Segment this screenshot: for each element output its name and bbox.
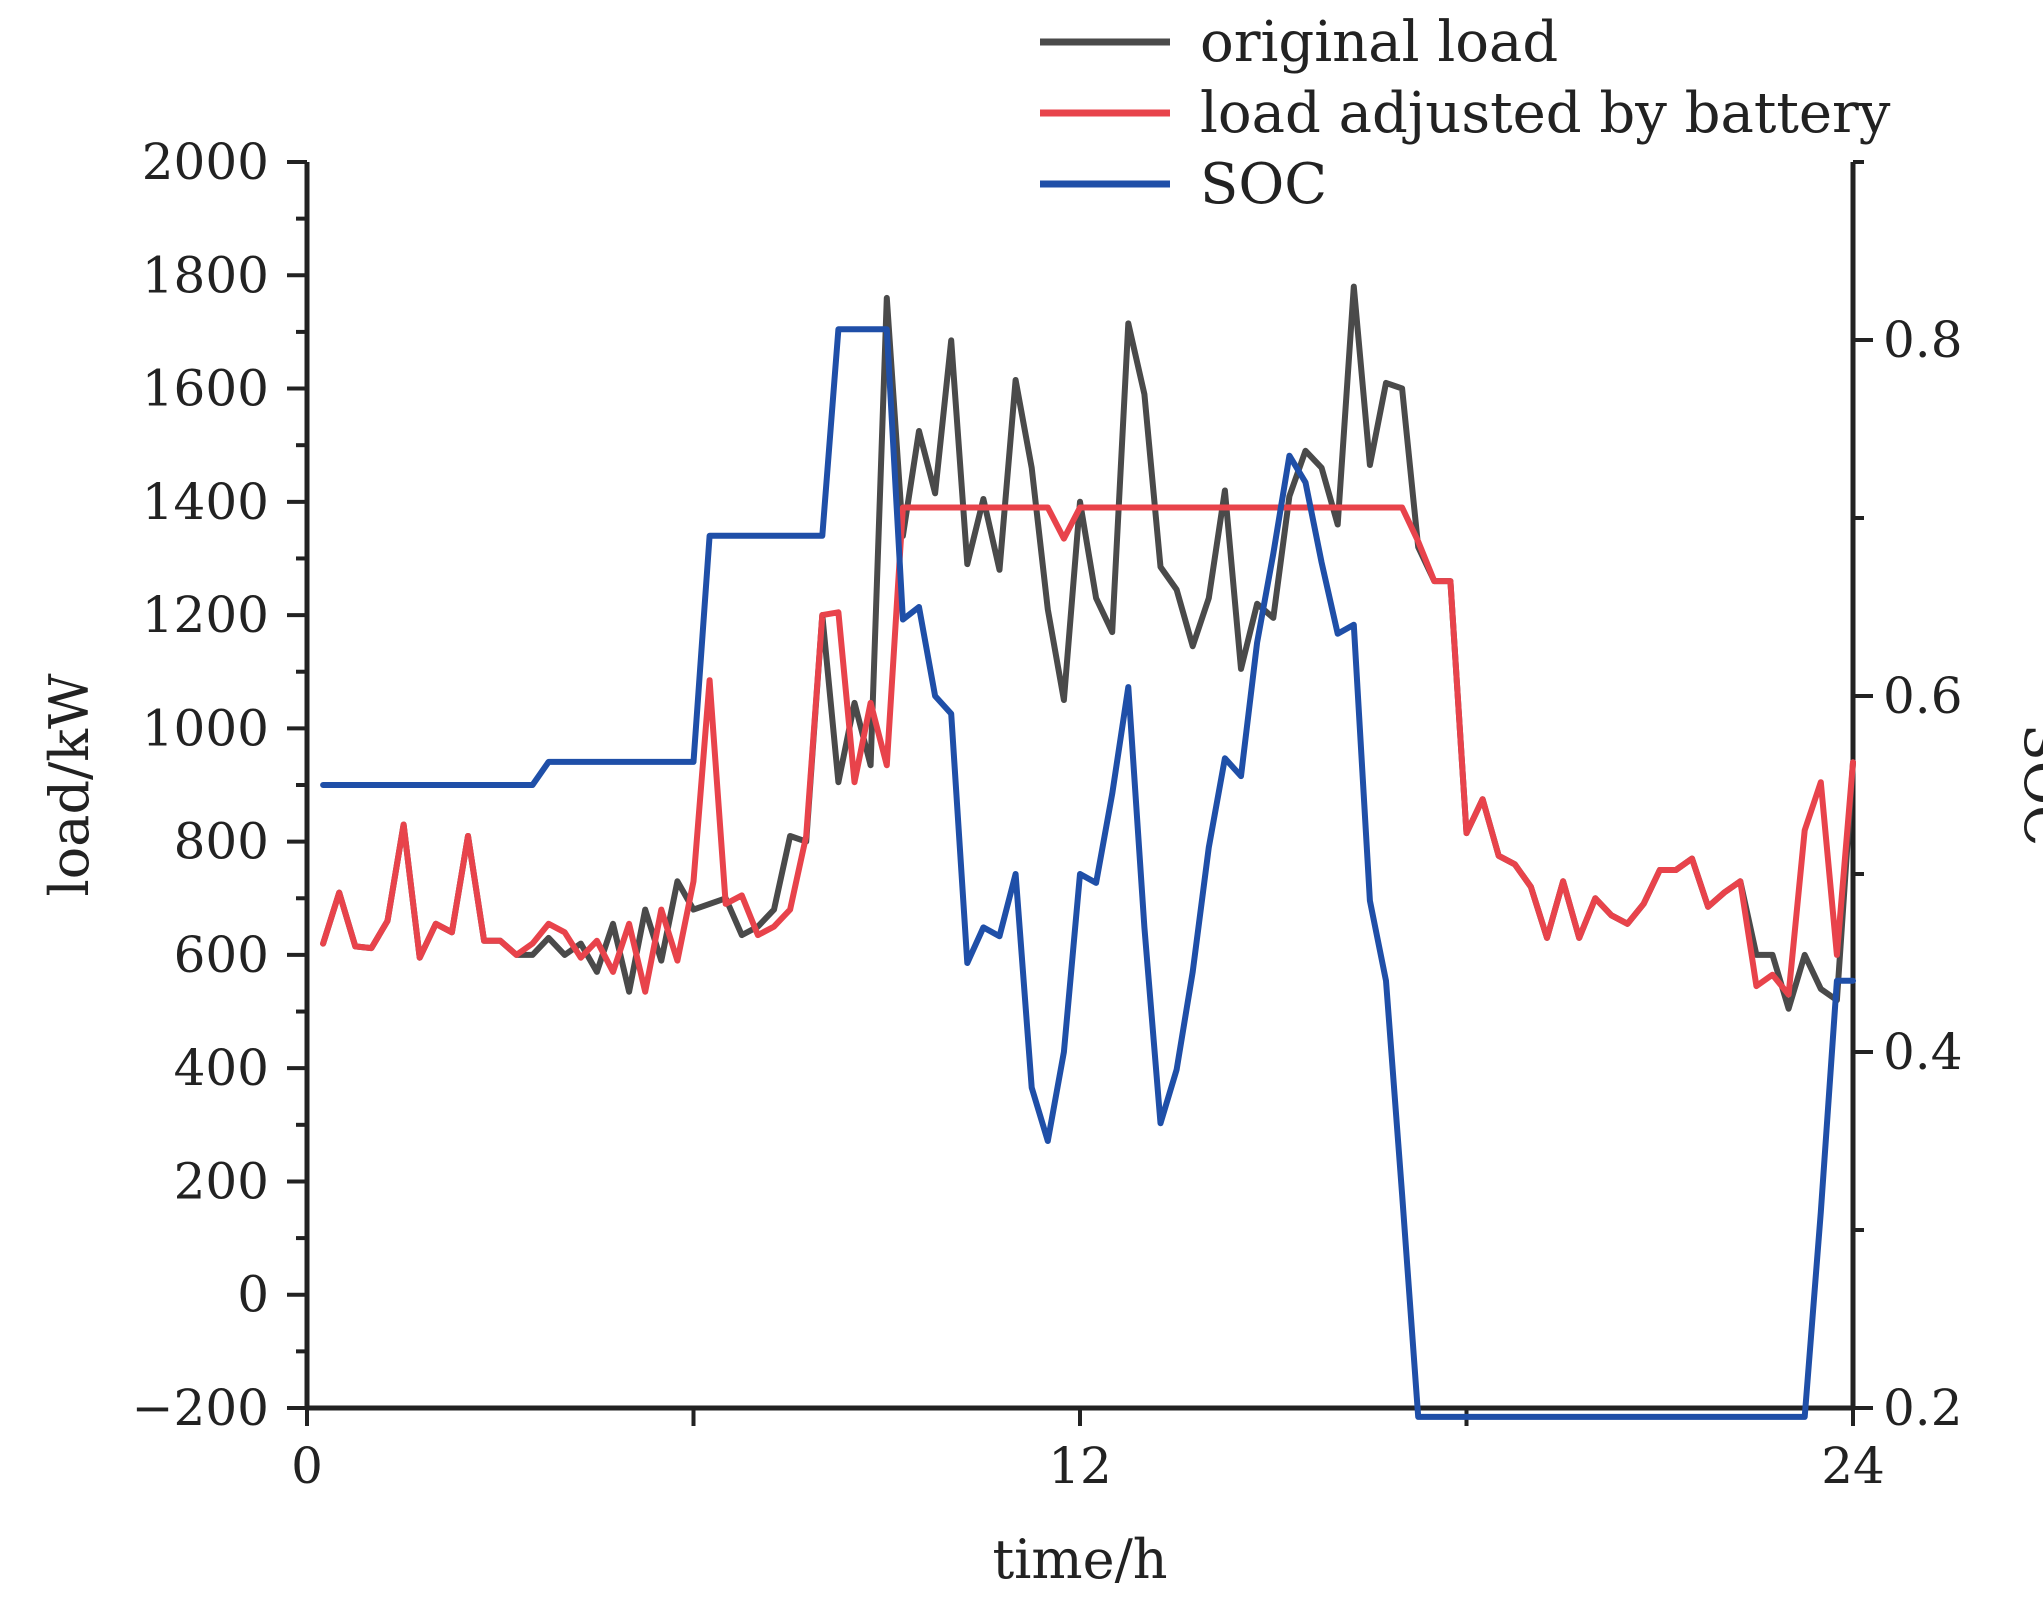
legend-label: original load: [1200, 10, 1558, 75]
y-tick-label: 1200: [142, 586, 269, 644]
y2-tick-label: 0.4: [1883, 1023, 1963, 1081]
x-axis-title: time/h: [992, 1528, 1167, 1591]
y-tick-label: 200: [174, 1152, 269, 1210]
x-tick-label: 0: [291, 1437, 323, 1495]
legend-label: SOC: [1200, 152, 1327, 217]
y2-tick-label: 0.2: [1883, 1379, 1963, 1437]
series-group: [320, 283, 1856, 1420]
y-tick-label: 1000: [142, 699, 269, 757]
y-tick-label: 1400: [142, 473, 269, 531]
y-tick-label: 1800: [142, 246, 269, 304]
y-tick-label: 600: [174, 926, 269, 984]
y2-axis-title: SOC: [2012, 724, 2043, 847]
axes: [304, 162, 1856, 1411]
y-axis-title: load/kW: [38, 673, 101, 896]
y2-tick-label: 0.6: [1883, 667, 1963, 725]
y-ticks: −200 0 200 400 600 800 1000 1200 1400 1600 1800 200…: [132, 133, 307, 1437]
y-tick-label: 2000: [142, 133, 269, 191]
x-tick-label: 24: [1821, 1437, 1885, 1495]
y-tick-label: 1600: [142, 360, 269, 418]
y-tick-label: 0: [237, 1266, 269, 1324]
y-tick-label: 800: [174, 813, 269, 871]
y2-ticks: 0.2 0.4 0.6 0.8: [1853, 160, 1963, 1437]
x-tick-label: 12: [1048, 1437, 1112, 1495]
y-tick-label: −200: [132, 1379, 269, 1437]
y-tick-label: 400: [174, 1039, 269, 1097]
series-line-original-load: [320, 283, 1856, 1012]
series-line-soc: [320, 326, 1856, 1420]
series-line-load-adjusted-by-battery: [320, 504, 1856, 998]
legend-label: load adjusted by battery: [1200, 81, 1891, 146]
x-ticks: 0 12 24: [291, 1408, 1885, 1495]
y2-tick-label: 0.8: [1883, 311, 1963, 369]
